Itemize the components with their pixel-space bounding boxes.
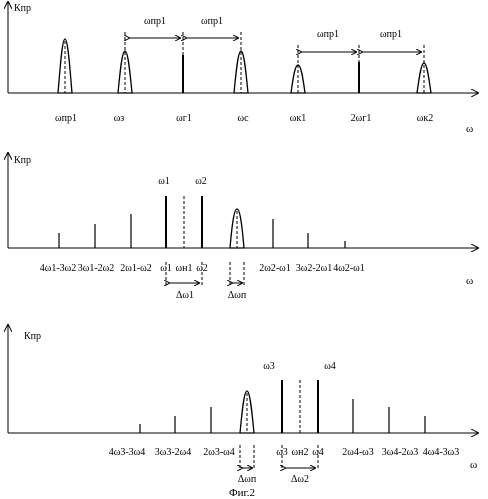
- panel-3-x-label: ω: [470, 459, 477, 471]
- span-label-3: ωпр1: [317, 29, 339, 40]
- delta-omega-p-label: Δωп: [238, 474, 257, 485]
- top-label-omega4: ω4: [324, 361, 336, 372]
- figure-caption: Фиг.2: [229, 487, 255, 499]
- panel-3: Кпр ω ω3 ω4 4ω3-3ω4 3ω3-2ω4 2ω3-ω4 ω3 ωн…: [8, 325, 478, 485]
- panel-1-y-label: Кпр: [14, 3, 31, 14]
- panel-2-x-label: ω: [466, 275, 473, 287]
- span-label-2: ωпр1: [201, 16, 223, 27]
- tick-label: 2ω1-ω2: [120, 263, 152, 274]
- tick-label: ωн1: [176, 263, 193, 274]
- tick-label: ωк2: [417, 113, 433, 124]
- tick-label: 4ω2-ω1: [333, 263, 365, 274]
- tick-label: 2ω4-ω3: [342, 447, 374, 458]
- tick-label: ωг1: [176, 113, 192, 124]
- span-label-1: ωпр1: [144, 16, 166, 27]
- panel-3-y-label: Кпр: [24, 331, 41, 342]
- peak-omega-p: [239, 390, 255, 434]
- delta-omega2-label: Δω2: [291, 474, 309, 485]
- delta-omega1-label: Δω1: [176, 290, 194, 301]
- tick-label: 2ωг1: [351, 113, 372, 124]
- tick-label: 3ω4-2ω3: [382, 447, 419, 458]
- panel-1-x-label: ω: [466, 123, 473, 135]
- delta-omega-p-label: Δωп: [228, 290, 247, 301]
- tick-label: 2ω2-ω1: [259, 263, 291, 274]
- top-label-omega3: ω3: [263, 361, 275, 372]
- tick-label: ωк1: [290, 113, 306, 124]
- tick-label: ωс: [237, 113, 249, 124]
- tick-label: 3ω3-2ω4: [155, 447, 192, 458]
- tick-label: 3ω2-2ω1: [296, 263, 333, 274]
- top-label-omega2: ω2: [195, 176, 207, 187]
- tick-label: 4ω4-3ω3: [423, 447, 460, 458]
- peak-omega-k1: [290, 64, 306, 94]
- span-label-4: ωпр1: [380, 29, 402, 40]
- tick-label: ωпр1: [55, 113, 77, 124]
- panel-1: Кпр ω ωпр1 ωпр1 ωпр1 ωпр1 ωпр1 ωз ωг1 ωс…: [8, 2, 478, 135]
- tick-label: ωн2: [292, 447, 309, 458]
- tick-label: ωз: [114, 113, 125, 124]
- tick-label: 2ω3-ω4: [203, 447, 235, 458]
- panel-2: Кпр ω ω1 ω2 4ω1-3ω2 3ω1-2ω2 2ω1-ω2 ω1 ωн…: [8, 153, 478, 301]
- panel-2-y-label: Кпр: [14, 155, 31, 166]
- top-label-omega1: ω1: [158, 176, 170, 187]
- tick-label: 4ω1-3ω2: [40, 263, 77, 274]
- tick-label: 3ω1-2ω2: [78, 263, 115, 274]
- tick-label: 4ω3-3ω4: [109, 447, 146, 458]
